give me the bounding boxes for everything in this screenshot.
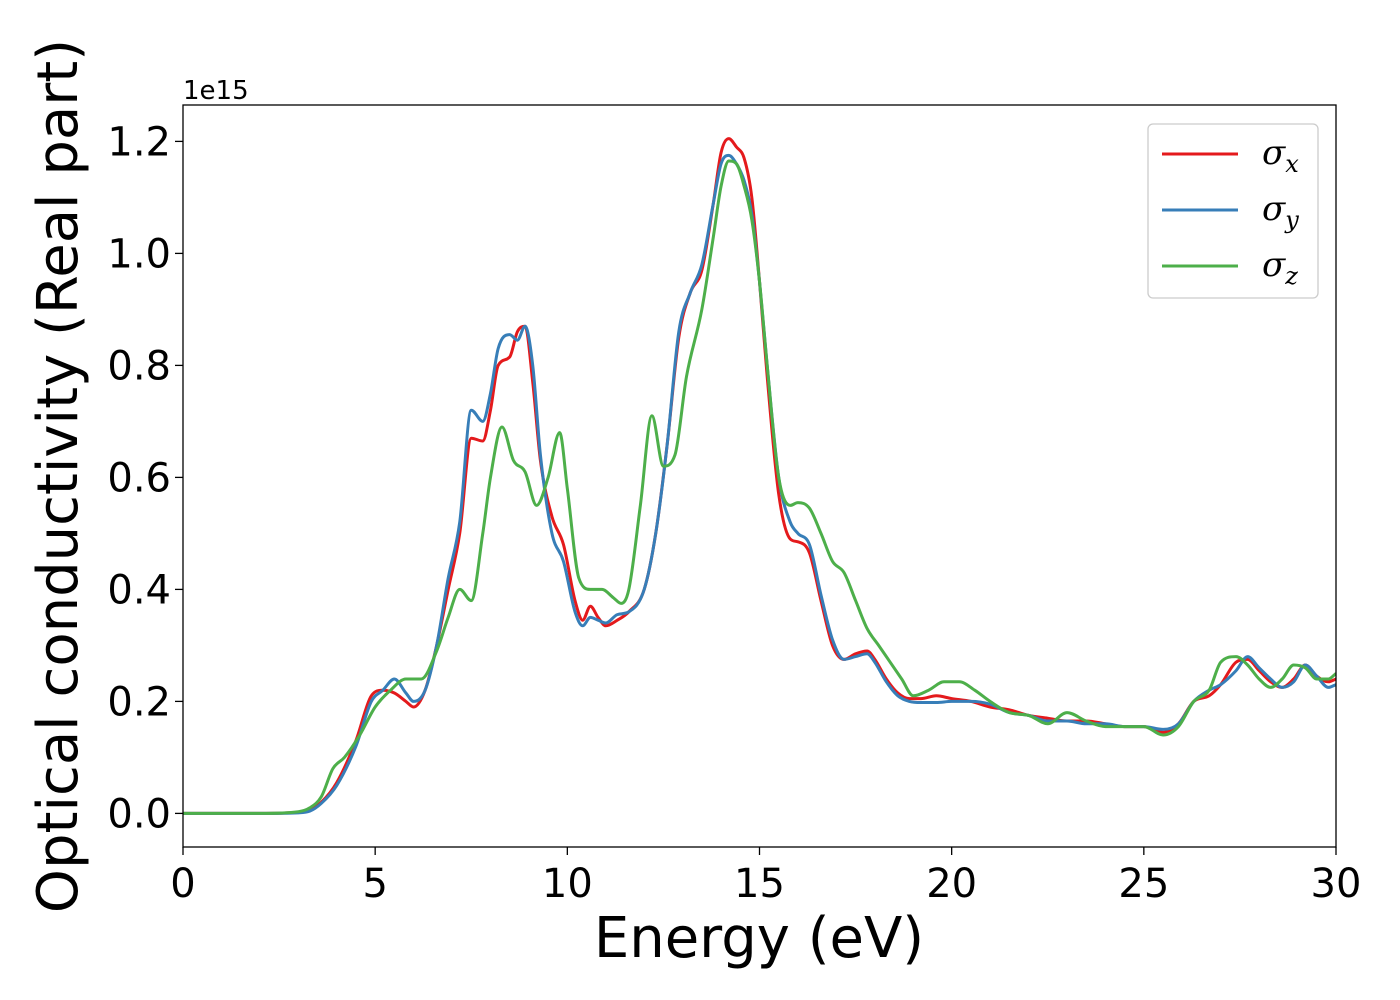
series-line-z (183, 159, 1336, 815)
x-axis: 0 5 10 15 20 25 30 (170, 847, 1361, 907)
x-tick-label: 15 (734, 861, 785, 907)
legend-label-x: σx (1262, 133, 1299, 178)
y-axis: 0.0 0.2 0.4 0.6 0.8 1.0 1.2 (107, 119, 183, 837)
x-tick-label: 5 (362, 861, 387, 907)
y-tick-label: 1.0 (107, 231, 171, 277)
legend-label-y: σy (1262, 189, 1299, 234)
y-axis-title: Optical conductivity (Real part) (26, 39, 91, 913)
y-tick-label: 0.2 (107, 679, 171, 725)
legend: σx σy σz (1147, 123, 1319, 299)
x-axis-title: Energy (eV) (594, 906, 924, 971)
y-tick-label: 0.8 (107, 343, 171, 389)
y-tick-label: 0.4 (107, 567, 171, 613)
legend-label-z: σz (1262, 245, 1298, 290)
y-tick-label: 1.2 (107, 119, 171, 165)
y-tick-label: 0.6 (107, 455, 171, 501)
x-tick-label: 10 (542, 861, 593, 907)
x-tick-label: 20 (926, 861, 977, 907)
y-offset-label: 1e15 (183, 76, 249, 106)
x-tick-label: 25 (1118, 861, 1169, 907)
plot-area (183, 137, 1336, 815)
y-tick-label: 0.0 (107, 791, 171, 837)
x-tick-label: 0 (170, 861, 195, 907)
x-tick-label: 30 (1311, 861, 1362, 907)
